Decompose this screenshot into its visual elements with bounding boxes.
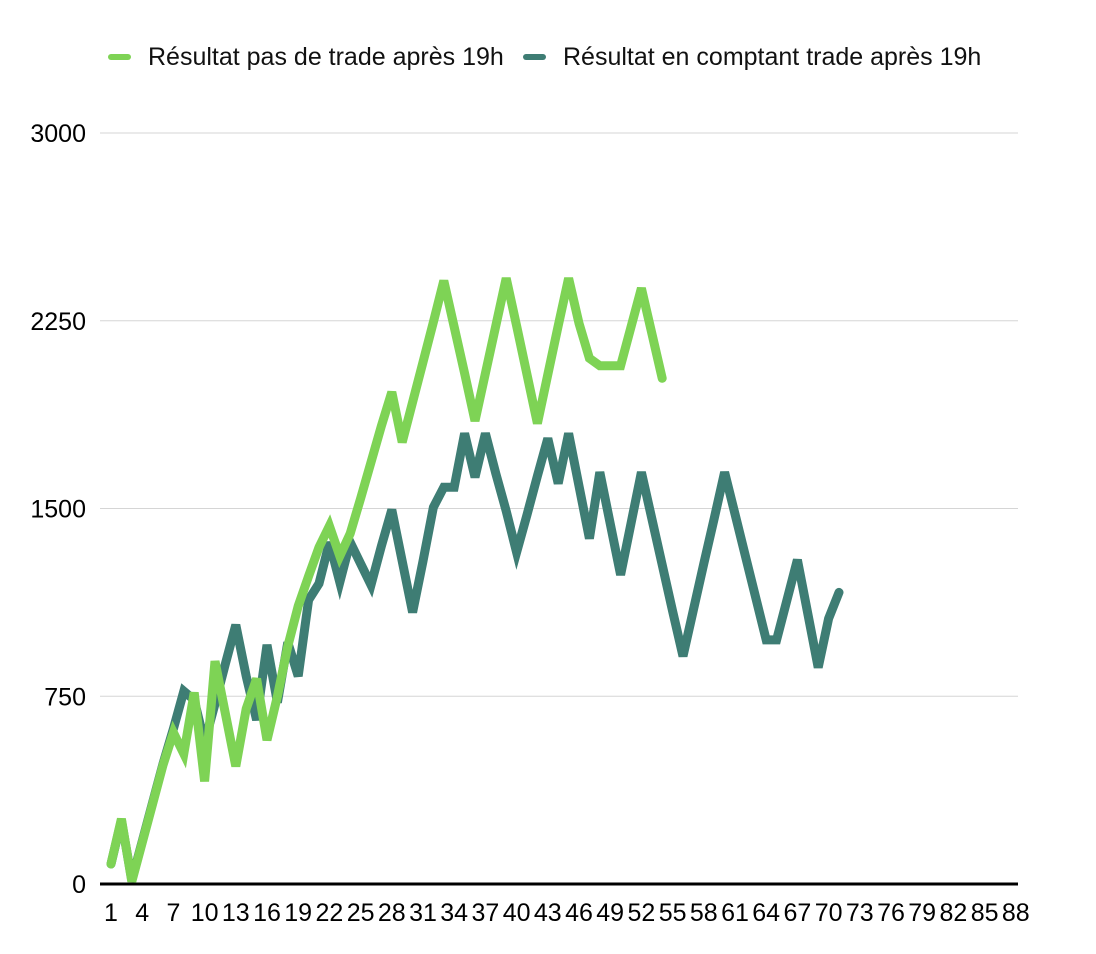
legend-label: Résultat en comptant trade après 19h xyxy=(563,42,982,71)
series-line-en-comptant-trade xyxy=(106,432,844,882)
x-tick-label: 73 xyxy=(846,899,874,927)
x-tick-label: 25 xyxy=(347,899,375,927)
x-tick-label: 10 xyxy=(191,899,219,927)
x-tick-label: 46 xyxy=(565,899,593,927)
y-tick-label: 750 xyxy=(44,683,86,711)
y-tick-label: 2250 xyxy=(30,308,86,336)
legend-swatch-green-icon xyxy=(108,54,131,60)
x-tick-label: 19 xyxy=(284,899,312,927)
x-tick-label: 67 xyxy=(783,899,811,927)
x-tick-label: 58 xyxy=(690,899,718,927)
x-tick-label: 37 xyxy=(471,899,499,927)
x-tick-label: 82 xyxy=(939,899,967,927)
y-tick-label: 3000 xyxy=(30,120,86,148)
x-tick-label: 28 xyxy=(378,899,406,927)
legend-item-pas-de-trade: Résultat pas de trade après 19h xyxy=(108,40,504,74)
legend-swatch-teal-icon xyxy=(523,54,546,60)
x-tick-label: 49 xyxy=(596,899,624,927)
x-tick-label: 61 xyxy=(721,899,749,927)
x-tick-label: 31 xyxy=(409,899,437,927)
x-tick-label: 55 xyxy=(659,899,687,927)
x-tick-label: 4 xyxy=(135,899,149,927)
x-tick-label: 70 xyxy=(815,899,843,927)
x-tick-label: 13 xyxy=(222,899,250,927)
y-tick-label: 1500 xyxy=(30,496,86,524)
x-tick-label: 16 xyxy=(253,899,281,927)
x-tick-label: 22 xyxy=(315,899,343,927)
x-tick-label: 64 xyxy=(752,899,780,927)
x-tick-label: 76 xyxy=(877,899,905,927)
y-tick-label: 0 xyxy=(72,871,86,899)
x-tick-label: 7 xyxy=(166,899,180,927)
x-tick-label: 1 xyxy=(104,899,118,927)
x-tick-label: 43 xyxy=(534,899,562,927)
legend-item-en-comptant-trade: Résultat en comptant trade après 19h xyxy=(523,40,981,74)
x-tick-label: 34 xyxy=(440,899,468,927)
chart-legend: Résultat pas de trade après 19h Résultat… xyxy=(0,40,1096,74)
legend-label: Résultat pas de trade après 19h xyxy=(148,42,504,71)
x-tick-label: 85 xyxy=(971,899,999,927)
x-tick-label: 79 xyxy=(908,899,936,927)
series-line-pas-de-trade xyxy=(106,277,667,883)
x-tick-label: 88 xyxy=(1002,899,1030,927)
x-tick-label: 40 xyxy=(503,899,531,927)
x-tick-label: 52 xyxy=(627,899,655,927)
